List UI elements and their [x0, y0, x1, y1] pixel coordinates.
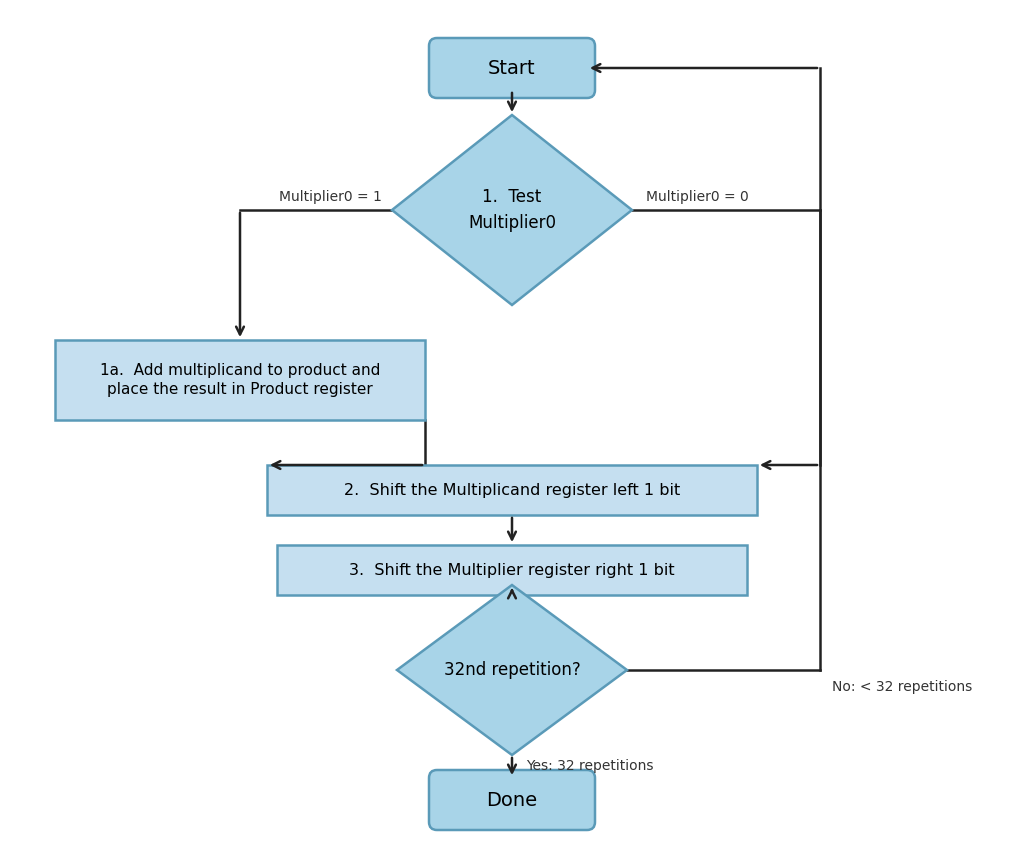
- Text: 1a.  Add multiplicand to product and
place the result in Product register: 1a. Add multiplicand to product and plac…: [99, 363, 380, 398]
- FancyBboxPatch shape: [55, 340, 425, 420]
- FancyBboxPatch shape: [278, 545, 746, 595]
- Text: Start: Start: [488, 58, 536, 77]
- FancyBboxPatch shape: [429, 770, 595, 830]
- Text: Multiplier0 = 1: Multiplier0 = 1: [280, 190, 382, 204]
- Text: No: < 32 repetitions: No: < 32 repetitions: [831, 680, 972, 694]
- FancyBboxPatch shape: [267, 465, 757, 515]
- Text: 3.  Shift the Multiplier register right 1 bit: 3. Shift the Multiplier register right 1…: [349, 562, 675, 577]
- Text: Multiplier0 = 0: Multiplier0 = 0: [646, 190, 749, 204]
- Polygon shape: [397, 585, 627, 755]
- Text: Yes: 32 repetitions: Yes: 32 repetitions: [526, 759, 653, 773]
- FancyBboxPatch shape: [429, 38, 595, 98]
- Text: 2.  Shift the Multiplicand register left 1 bit: 2. Shift the Multiplicand register left …: [344, 483, 680, 497]
- Text: 32nd repetition?: 32nd repetition?: [443, 661, 581, 679]
- Polygon shape: [392, 115, 632, 305]
- Text: Done: Done: [486, 791, 538, 810]
- Text: 1.  Test
Multiplier0: 1. Test Multiplier0: [468, 188, 556, 232]
